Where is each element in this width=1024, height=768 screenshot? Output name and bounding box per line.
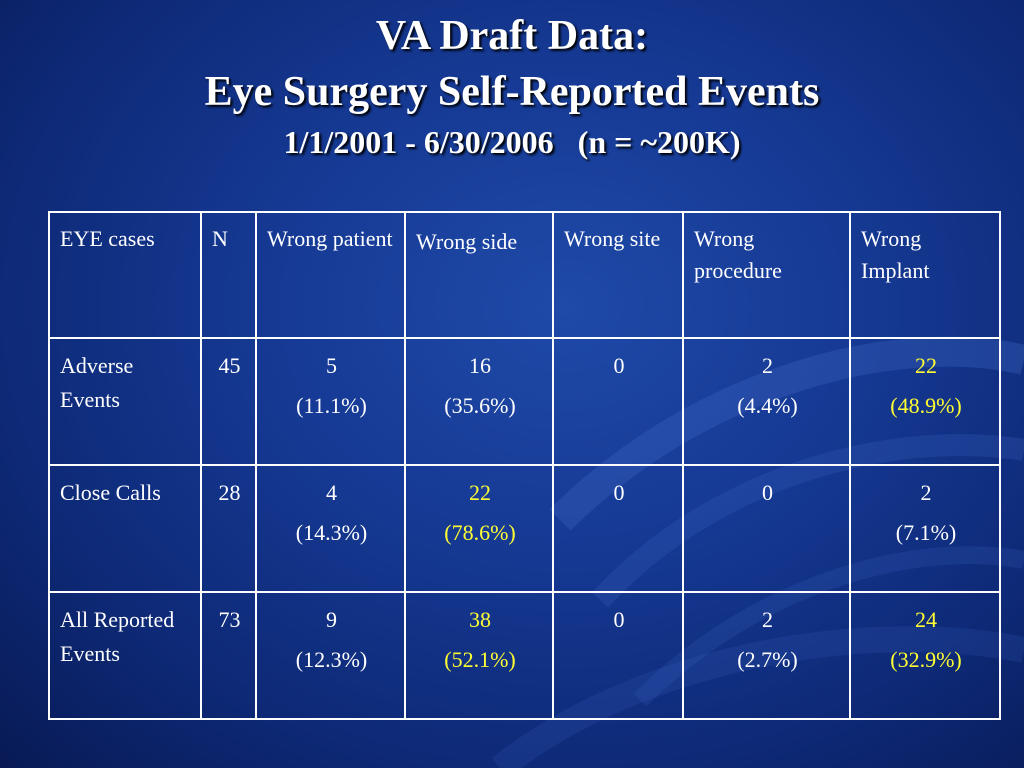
- cell-count: 38: [469, 607, 491, 632]
- sample-size: (n = ~200K): [577, 124, 741, 160]
- row-label: Close Calls: [48, 464, 202, 593]
- row-label: All Reported Events: [48, 591, 202, 720]
- cell-site: 0: [552, 337, 684, 466]
- row-n: 45: [200, 337, 257, 466]
- title-line-3: 1/1/2001 - 6/30/2006 (n = ~200K): [0, 120, 1024, 164]
- cell-site: 0: [552, 591, 684, 720]
- cell-procedure: 0: [682, 464, 851, 593]
- cell-percent: (32.9%): [890, 647, 962, 672]
- cell-patient: 4 (14.3%): [255, 464, 406, 593]
- cell-count: 5: [326, 353, 337, 378]
- header-n: N: [200, 211, 257, 339]
- cell-site: 0: [552, 464, 684, 593]
- cell-percent: (4.4%): [737, 393, 798, 418]
- cell-side: 16 (35.6%): [404, 337, 554, 466]
- date-range: 1/1/2001 - 6/30/2006: [283, 124, 554, 160]
- header-wrong-patient: Wrong patient: [255, 211, 406, 339]
- table-row: Close Calls 28 4 (14.3%) 22 (78.6%) 0 0 2 (7.1%): [48, 464, 1001, 593]
- header-wrong-site: Wrong site: [552, 211, 684, 339]
- cell-count: 0: [613, 607, 625, 632]
- cell-count: 22: [915, 353, 937, 378]
- cell-procedure: 2 (4.4%): [682, 337, 851, 466]
- cell-percent: (7.1%): [895, 520, 957, 545]
- row-n: 28: [200, 464, 257, 593]
- cell-count: 0: [613, 353, 625, 378]
- title-line-2: Eye Surgery Self-Reported Events: [204, 69, 820, 115]
- cell-percent: (48.9%): [890, 393, 962, 418]
- cell-count: 2: [762, 353, 773, 378]
- cell-implant: 2 (7.1%): [849, 464, 1001, 593]
- cell-percent: (12.3%): [295, 647, 368, 672]
- header-wrong-side: Wrong side: [404, 211, 554, 339]
- cell-count: 0: [613, 480, 625, 505]
- cell-implant: 22 (48.9%): [849, 337, 1001, 466]
- slide-title: VA Draft Data: Eye Surgery Self-Reported…: [0, 8, 1024, 164]
- cell-count: 24: [915, 607, 937, 632]
- cell-count: 0: [762, 480, 773, 505]
- cell-side: 38 (52.1%): [404, 591, 554, 720]
- row-n: 73: [200, 591, 257, 720]
- row-label: Adverse Events: [48, 337, 202, 466]
- cell-percent: (52.1%): [444, 647, 516, 672]
- cell-percent: (78.6%): [444, 520, 516, 545]
- table-row: Adverse Events 45 5 (11.1%) 16 (35.6%) 0 2 (4.4%…: [48, 337, 1001, 466]
- cell-percent: (11.1%): [296, 393, 367, 418]
- header-wrong-procedure: Wrong procedure: [682, 211, 851, 339]
- cell-count: 9: [326, 607, 337, 632]
- cell-count: 22: [469, 480, 491, 505]
- header-wrong-implant: Wrong Implant: [849, 211, 1001, 339]
- table-header-row: EYE cases N Wrong patient Wrong side Wro…: [48, 211, 1001, 339]
- cell-patient: 9 (12.3%): [255, 591, 406, 720]
- cell-count: 2: [762, 607, 773, 632]
- cell-count: 2: [920, 480, 932, 505]
- cell-side: 22 (78.6%): [404, 464, 554, 593]
- cell-percent: (2.7%): [737, 647, 798, 672]
- eye-events-table: EYE cases N Wrong patient Wrong side Wro…: [48, 211, 1001, 720]
- cell-implant: 24 (32.9%): [849, 591, 1001, 720]
- cell-count: 4: [326, 480, 337, 505]
- cell-percent: (35.6%): [444, 393, 516, 418]
- cell-count: 16: [469, 353, 491, 378]
- header-eye-cases: EYE cases: [48, 211, 202, 339]
- cell-procedure: 2 (2.7%): [682, 591, 851, 720]
- cell-percent: (14.3%): [295, 520, 368, 545]
- cell-patient: 5 (11.1%): [255, 337, 406, 466]
- table-row: All Reported Events 73 9 (12.3%) 38 (52.1%) 0 2…: [48, 591, 1001, 720]
- title-line-1: VA Draft Data:: [375, 13, 649, 59]
